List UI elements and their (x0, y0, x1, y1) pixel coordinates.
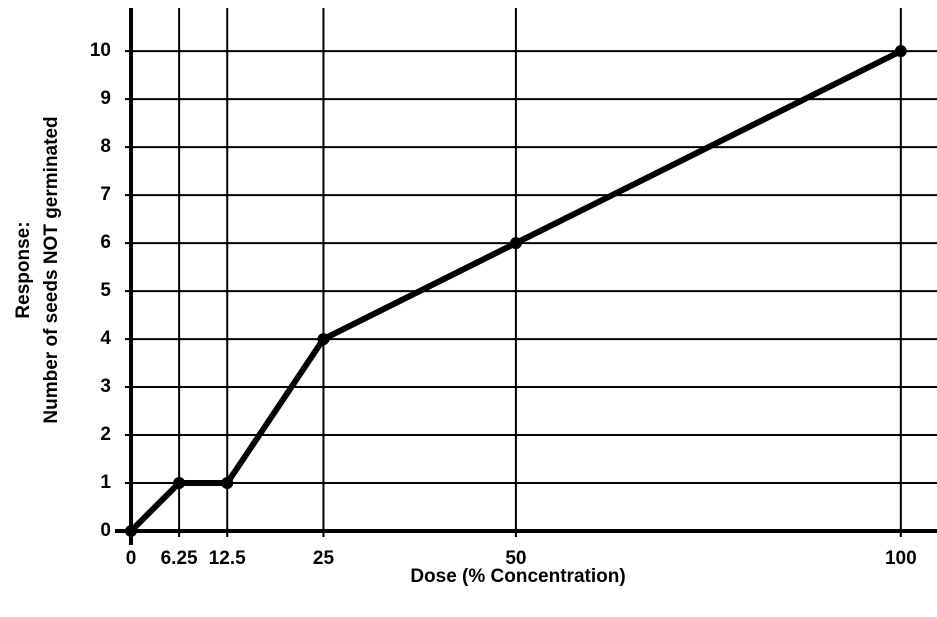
x-axis-title: Dose (% Concentration) (410, 566, 625, 587)
y-tick-label: 10 (90, 40, 111, 61)
y-tick-label: 0 (100, 520, 111, 541)
line (128, 48, 903, 534)
y-tick-label: 9 (100, 88, 111, 109)
y-axis-title: Response: Number of seeds NOT germinated (13, 116, 62, 423)
point (894, 45, 907, 58)
point (125, 525, 137, 537)
y-tick-label: 6 (100, 232, 111, 253)
y-tick-label: 4 (100, 328, 111, 349)
y-tick-label: 2 (100, 424, 111, 445)
x-tick-label: 100 (885, 548, 917, 569)
y-tick-label: 7 (100, 184, 111, 205)
y-tick-label: 8 (100, 136, 111, 157)
y-tick-label: 3 (100, 376, 111, 397)
x-tick-label: 50 (505, 548, 526, 569)
point (221, 477, 234, 490)
x-tick-label: 6.25 (161, 548, 198, 569)
point (173, 477, 186, 490)
y-axis-title-line: Response: (13, 221, 34, 318)
point (317, 333, 330, 346)
x-tick-label: 25 (313, 548, 335, 569)
x-tick-label: 12.5 (209, 548, 246, 569)
y-axis-title-line: Number of seeds NOT germinated (41, 116, 62, 423)
x-tick-label: 0 (126, 548, 137, 569)
y-tick-label: 1 (100, 472, 111, 493)
y-tick-label: 5 (100, 280, 111, 301)
point (509, 237, 522, 250)
